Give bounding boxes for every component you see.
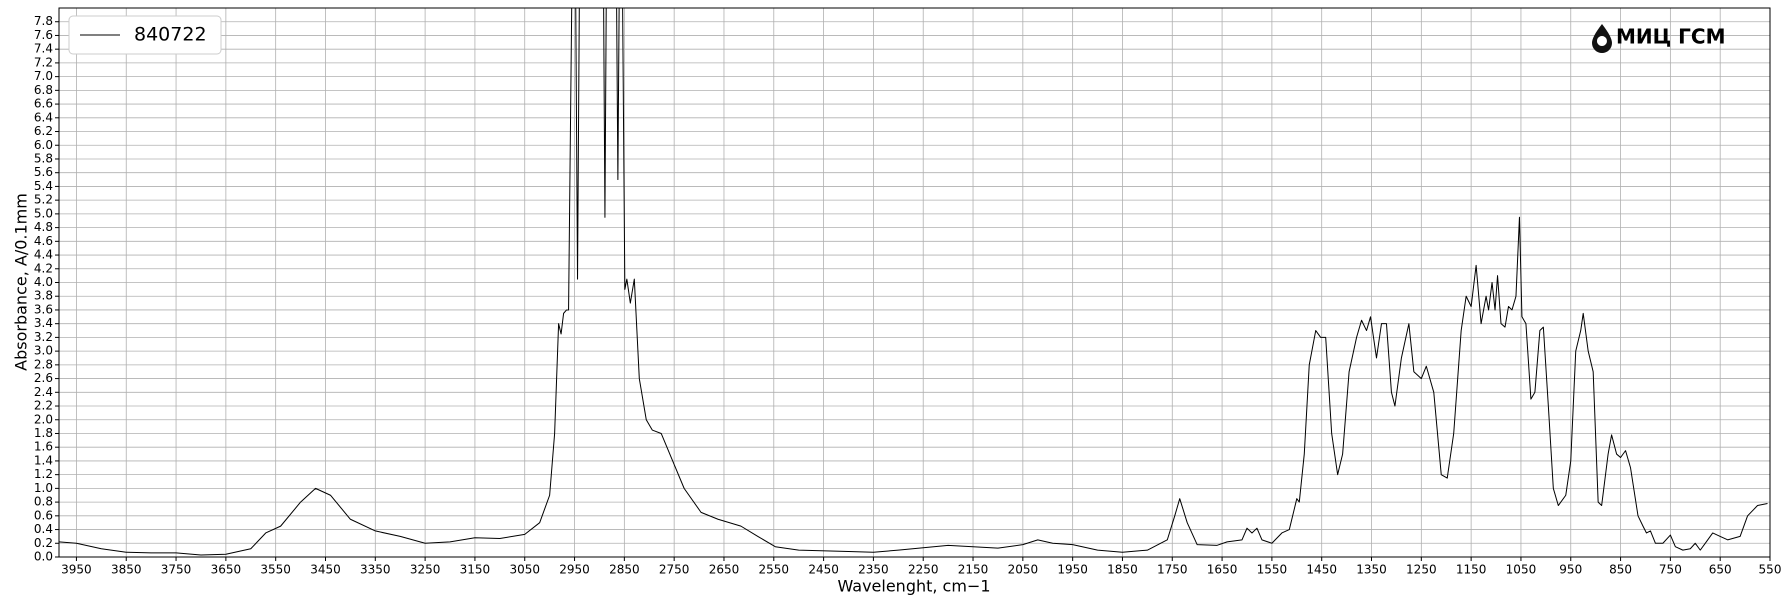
y-tick-label: 6.4 <box>34 110 53 124</box>
logo-text: МИЦ ГСМ <box>1616 25 1725 49</box>
y-tick-label: 4.4 <box>34 248 53 262</box>
y-tick-label: 0.2 <box>34 536 53 550</box>
x-tick-label: 2450 <box>808 563 839 577</box>
x-tick-label: 2550 <box>759 563 790 577</box>
x-tick-label: 2250 <box>908 563 939 577</box>
x-tick-label: 3550 <box>260 563 291 577</box>
y-tick-label: 4.8 <box>34 220 53 234</box>
y-tick-label: 7.4 <box>34 42 53 56</box>
y-tick-label: 4.0 <box>34 275 53 289</box>
y-tick-label: 2.8 <box>34 357 53 371</box>
x-tick-label: 3350 <box>360 563 391 577</box>
x-tick-label: 3650 <box>211 563 242 577</box>
y-tick-label: 1.0 <box>34 481 53 495</box>
x-tick-label: 1150 <box>1456 563 1487 577</box>
y-axis-label: Absorbance, A/0.1mm <box>12 193 31 371</box>
x-tick-label: 650 <box>1709 563 1732 577</box>
y-tick-label: 4.2 <box>34 261 53 275</box>
y-tick-label: 0.8 <box>34 495 53 509</box>
x-tick-label: 2850 <box>609 563 640 577</box>
y-tick-label: 5.6 <box>34 165 53 179</box>
x-tick-label: 850 <box>1609 563 1632 577</box>
x-tick-label: 2750 <box>659 563 690 577</box>
y-tick-label: 2.6 <box>34 371 53 385</box>
x-tick-label: 1550 <box>1257 563 1288 577</box>
x-tick-label: 1250 <box>1406 563 1437 577</box>
y-tick-label: 1.8 <box>34 426 53 440</box>
y-tick-label: 0.4 <box>34 522 53 536</box>
legend-box <box>68 15 222 55</box>
legend-label: 840722 <box>134 24 207 46</box>
y-tick-label: 1.2 <box>34 467 53 481</box>
plot-area <box>59 8 1768 556</box>
x-tick-label: 3450 <box>310 563 341 577</box>
x-tick-label: 3150 <box>460 563 491 577</box>
logo: МИЦ ГСМ <box>1592 24 1725 53</box>
y-tick-label: 5.0 <box>34 206 53 220</box>
y-tick-label: 6.2 <box>34 124 53 138</box>
x-tick-label: 3250 <box>410 563 441 577</box>
x-tick-label: 1050 <box>1506 563 1537 577</box>
y-tick-label: 3.2 <box>34 330 53 344</box>
grid <box>59 8 1771 558</box>
logo-icon <box>1592 24 1612 53</box>
x-tick-label: 1450 <box>1306 563 1337 577</box>
x-tick-label: 2150 <box>958 563 989 577</box>
y-tick-label: 6.8 <box>34 83 53 97</box>
x-tick-label: 1750 <box>1157 563 1188 577</box>
y-tick-label: 5.2 <box>34 193 53 207</box>
y-tick-label: 1.4 <box>34 453 53 467</box>
x-tick-label: 950 <box>1559 563 1582 577</box>
y-tick-label: 3.0 <box>34 344 53 358</box>
y-tick-label: 5.8 <box>34 151 53 165</box>
x-tick-label: 550 <box>1759 563 1782 577</box>
x-tick-label: 3750 <box>161 563 192 577</box>
y-tick-label: 1.6 <box>34 440 53 454</box>
y-tick-label: 3.6 <box>34 302 53 316</box>
y-tick-label: 6.6 <box>34 97 53 111</box>
y-tick-label: 0.0 <box>34 550 53 564</box>
y-tick-label: 7.0 <box>34 69 53 83</box>
x-tick-label: 1650 <box>1207 563 1238 577</box>
y-tick-label: 7.8 <box>34 14 53 28</box>
x-tick-label: 1850 <box>1107 563 1138 577</box>
x-tick-label: 3850 <box>111 563 142 577</box>
x-tick-label: 2350 <box>858 563 889 577</box>
x-tick-label: 2050 <box>1008 563 1039 577</box>
y-tick-label: 2.0 <box>34 412 53 426</box>
x-tick-label: 1350 <box>1356 563 1387 577</box>
x-tick-label: 2950 <box>559 563 590 577</box>
x-tick-label: 750 <box>1659 563 1682 577</box>
y-tick-label: 2.2 <box>34 399 53 413</box>
y-tick-label: 7.6 <box>34 28 53 42</box>
y-tick-label: 7.2 <box>34 55 53 69</box>
y-tick-label: 5.4 <box>34 179 53 193</box>
y-tick-label: 2.4 <box>34 385 53 399</box>
x-axis-label: Wavelenght, cm−1 <box>837 577 990 596</box>
x-tick-label: 1950 <box>1057 563 1088 577</box>
x-tick-label: 2650 <box>709 563 740 577</box>
y-tick-label: 3.8 <box>34 289 53 303</box>
x-tick-label: 3950 <box>61 563 92 577</box>
y-tick-label: 0.6 <box>34 508 53 522</box>
y-tick-label: 4.6 <box>34 234 53 248</box>
legend: 840722 <box>68 15 222 55</box>
y-tick-label: 6.0 <box>34 138 53 152</box>
spectrum-line <box>59 8 1768 556</box>
x-tick-label: 3050 <box>509 563 540 577</box>
y-tick-label: 3.4 <box>34 316 53 330</box>
